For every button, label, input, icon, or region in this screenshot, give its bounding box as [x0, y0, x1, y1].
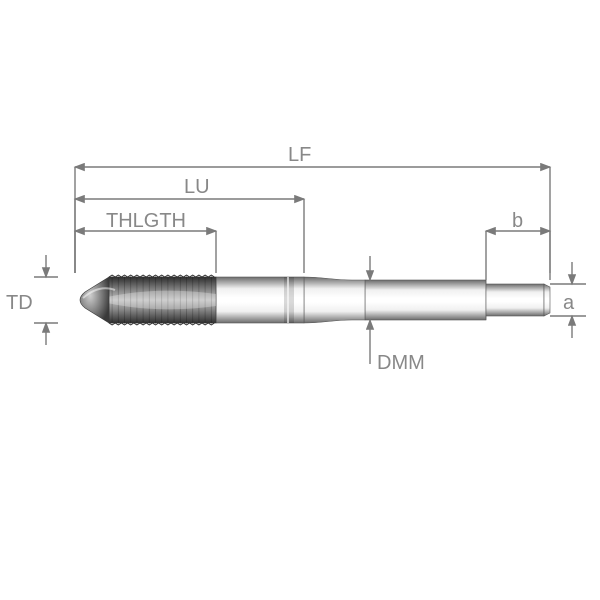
- label-thlgth: THLGTH: [106, 210, 186, 233]
- label-lf: LF: [288, 144, 311, 167]
- label-b: b: [512, 210, 523, 233]
- label-a: a: [563, 292, 574, 315]
- label-dmm: DMM: [377, 352, 425, 375]
- label-td: TD: [6, 292, 33, 315]
- label-lu: LU: [184, 176, 210, 199]
- tap-dimension-diagram: [0, 0, 600, 600]
